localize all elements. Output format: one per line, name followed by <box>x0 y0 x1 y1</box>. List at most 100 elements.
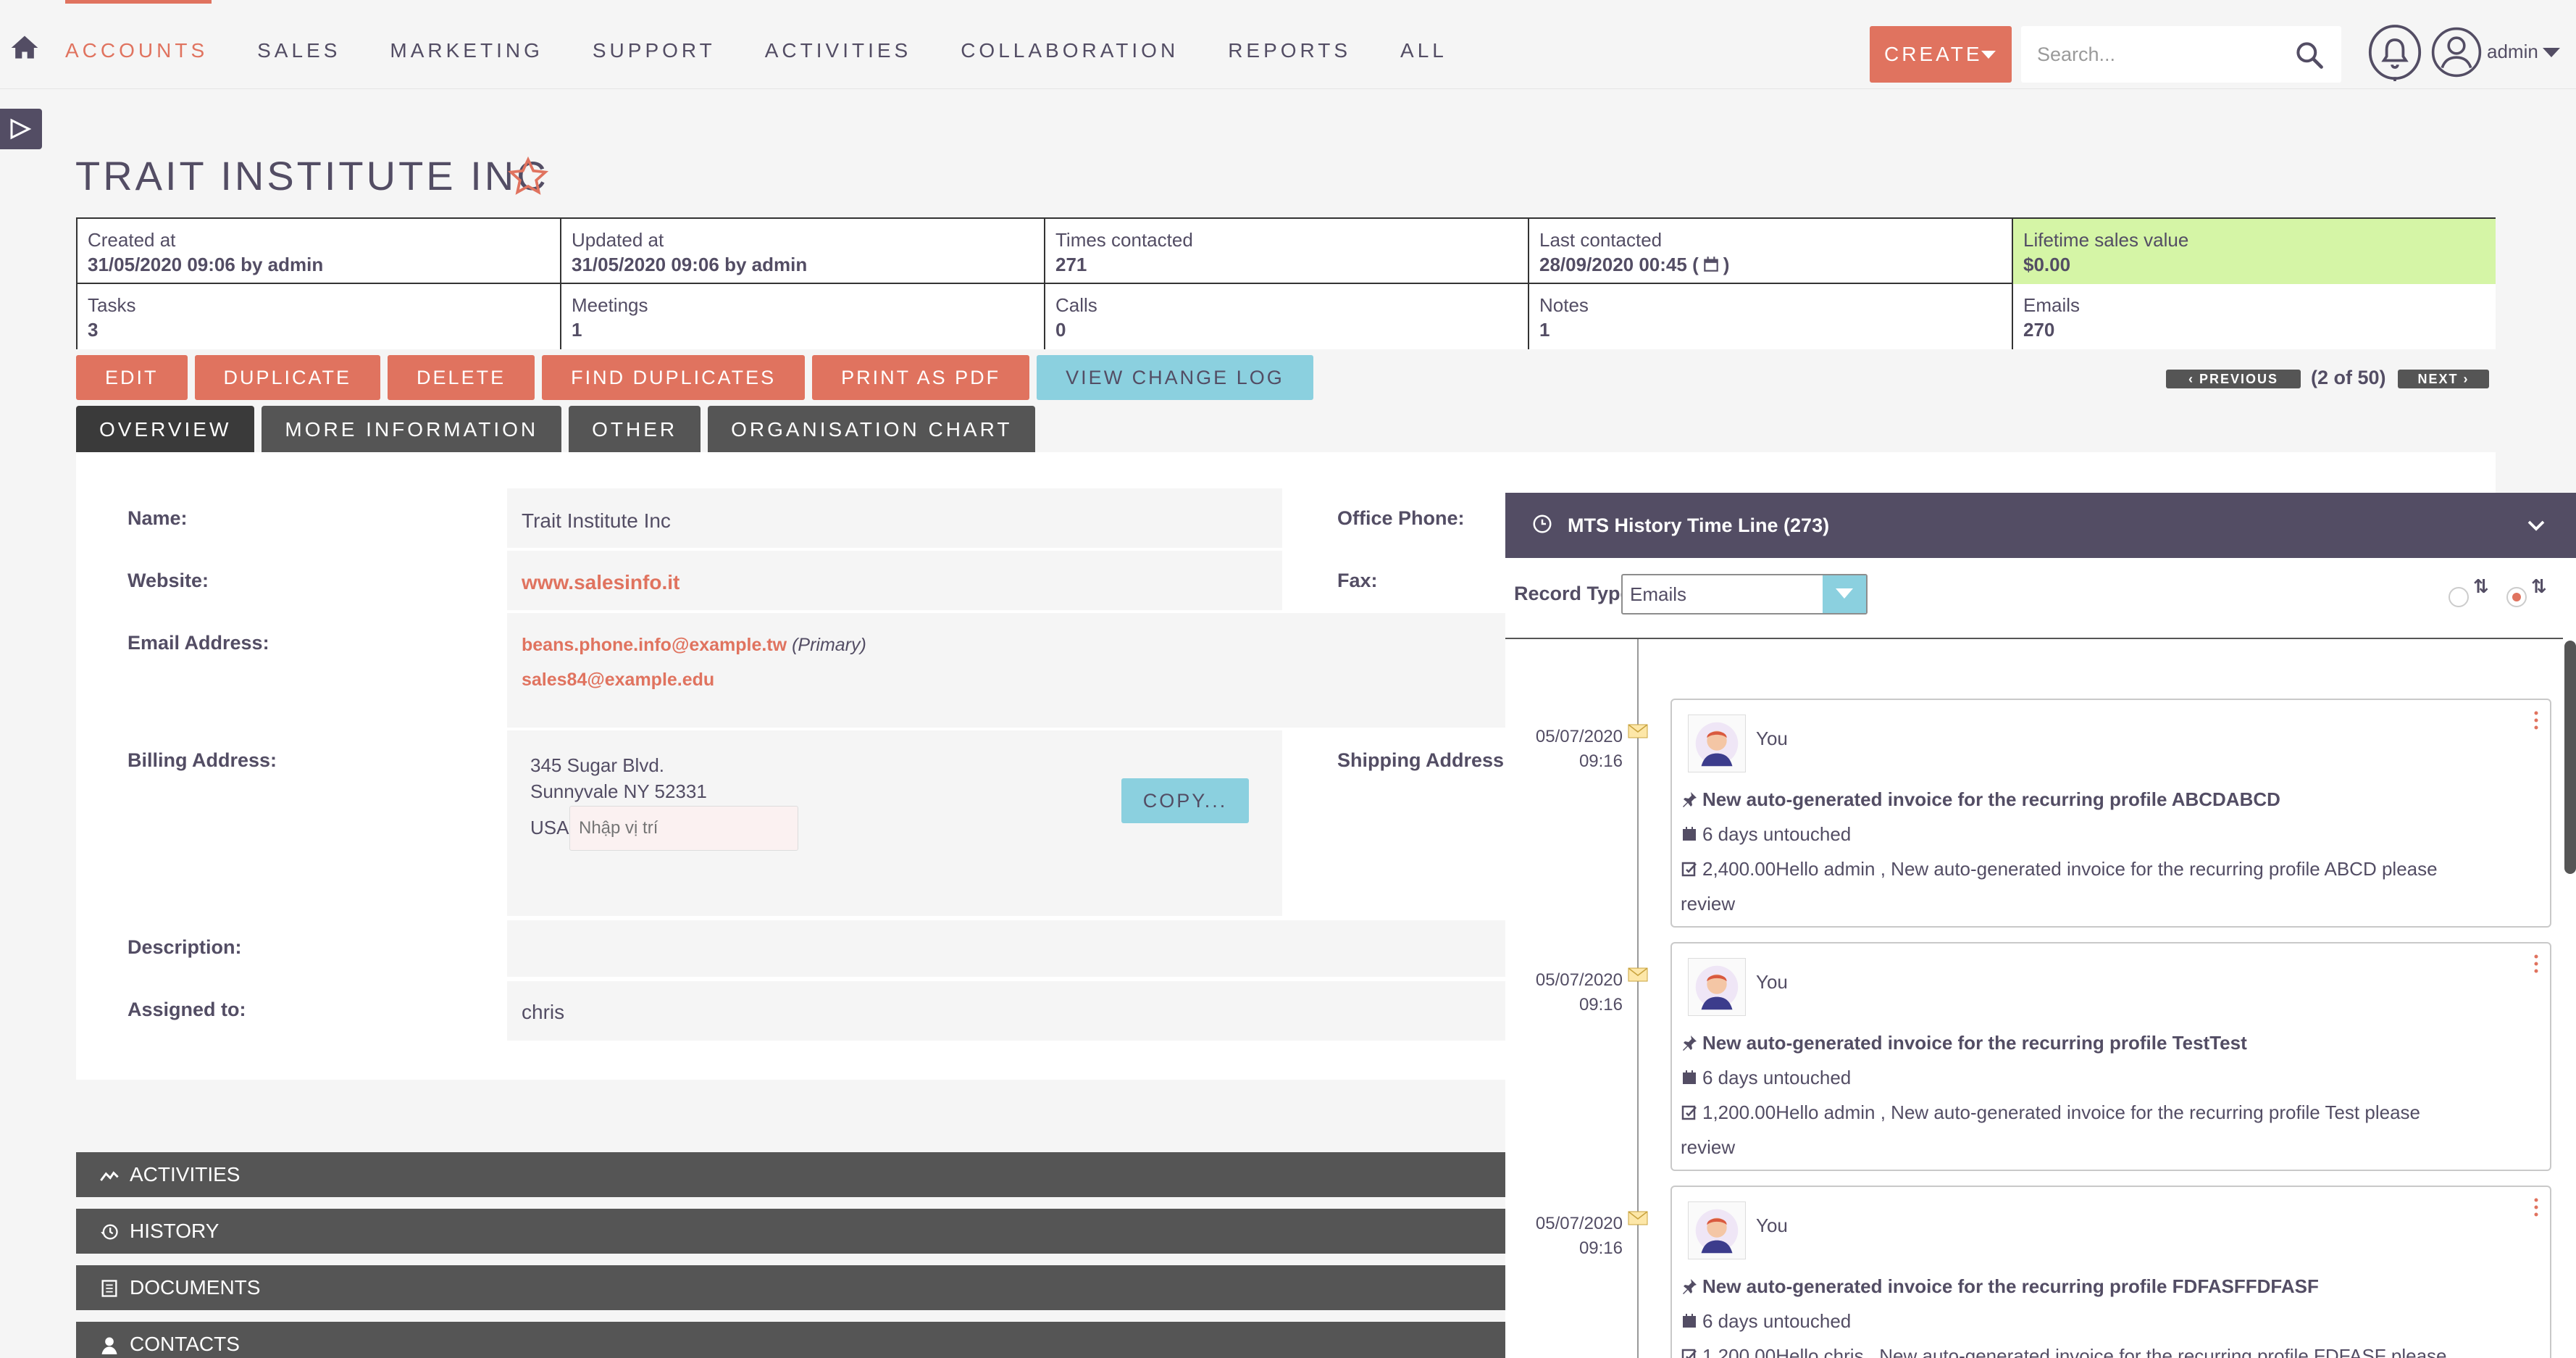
entry-date: 05/07/2020 09:16 <box>1514 725 1623 774</box>
nav-activities[interactable]: ACTIVITIES <box>764 39 912 62</box>
view-change-log-button[interactable]: VIEW CHANGE LOG <box>1037 355 1313 400</box>
nav-accounts[interactable]: ACCOUNTS <box>65 0 212 89</box>
subpanel-label: ACTIVITIES <box>130 1163 241 1186</box>
create-button-label: CREATE <box>1884 43 1983 65</box>
calendar-icon[interactable] <box>1702 255 1720 274</box>
nav-all[interactable]: ALL <box>1400 39 1447 62</box>
search-icon[interactable] <box>2293 39 2325 71</box>
entry-untouched: 6 days untouched <box>1681 816 2543 852</box>
timeline-card[interactable]: You New auto-generated invoice for the r… <box>1670 942 2551 1171</box>
entry-date-text: 05/07/2020 <box>1535 970 1623 990</box>
office-phone-label: Office Phone: <box>1337 507 1465 529</box>
nav-sales[interactable]: SALES <box>257 39 341 62</box>
entry-body-continued: review <box>1681 1136 1736 1158</box>
entry-body-text: 2,400.00Hello admin , New auto-generated… <box>1702 858 2438 880</box>
stat-created: Created at 31/05/2020 09:06 by admin <box>76 219 560 284</box>
entry-subject: New auto-generated invoice for the recur… <box>1681 1268 2543 1304</box>
user-menu-label[interactable]: admin <box>2487 41 2538 62</box>
sort-descending-radio[interactable] <box>2506 587 2527 607</box>
timeline-scrollbar[interactable] <box>2564 641 2576 874</box>
user-avatar-icon <box>1688 958 1746 1016</box>
tab-more-information[interactable]: MORE INFORMATION <box>262 406 562 454</box>
search-input[interactable] <box>2037 26 2283 83</box>
user-menu-caret-icon[interactable] <box>2543 48 2560 57</box>
home-icon[interactable] <box>9 32 41 64</box>
location-input[interactable] <box>569 806 798 851</box>
nav-collaboration[interactable]: COLLABORATION <box>961 39 1179 62</box>
edit-button[interactable]: EDIT <box>76 355 188 400</box>
more-options-icon[interactable] <box>2533 951 2540 980</box>
entry-date-text: 05/07/2020 <box>1535 727 1623 746</box>
caret-down-icon <box>1981 51 1996 59</box>
duplicate-button[interactable]: DUPLICATE <box>194 355 381 400</box>
tab-organisation-chart[interactable]: ORGANISATION CHART <box>708 406 1036 454</box>
tab-overview[interactable]: OVERVIEW <box>76 406 255 454</box>
website-field: www.salesinfo.it <box>507 551 1282 610</box>
top-navigation-bar: ACCOUNTS SALES MARKETING SUPPORT ACTIVIT… <box>0 0 2576 89</box>
notification-bell-icon[interactable] <box>2367 25 2422 83</box>
edit-check-icon <box>1681 1105 1697 1120</box>
stat-calls: Calls 0 <box>1044 284 1528 349</box>
subpanel-contacts[interactable]: CONTACTS <box>76 1322 1525 1358</box>
print-pdf-button[interactable]: PRINT AS PDF <box>812 355 1030 400</box>
next-button[interactable]: NEXT › <box>2398 370 2489 388</box>
stat-label: Created at <box>88 229 176 251</box>
create-button[interactable]: CREATE <box>1870 26 2012 83</box>
edit-check-icon <box>1681 862 1697 877</box>
timeline-divider <box>1505 638 2563 639</box>
subpanel-activities[interactable]: ACTIVITIES <box>76 1152 1525 1197</box>
email-label: Email Address: <box>127 632 269 654</box>
sidebar-toggle-button[interactable] <box>0 109 42 149</box>
stat-value: 1 <box>1539 319 1550 341</box>
assigned-to-value: chris <box>507 981 1505 1041</box>
stat-tasks: Tasks 3 <box>76 284 560 349</box>
stat-value: 270 <box>2023 319 2055 341</box>
user-avatar-icon <box>1688 1201 1746 1259</box>
entry-date-text: 05/07/2020 <box>1535 1214 1623 1233</box>
email-primary-link[interactable]: beans.phone.info@example.tw <box>522 635 787 655</box>
copy-address-button[interactable]: COPY... <box>1121 778 1249 823</box>
nav-marketing[interactable]: MARKETING <box>390 39 543 62</box>
stat-label: Tasks <box>88 294 136 316</box>
clock-icon <box>1533 515 1552 533</box>
billing-street: 345 Sugar Blvd. <box>530 754 665 776</box>
timeline-card[interactable]: You New auto-generated invoice for the r… <box>1670 1186 2551 1358</box>
more-options-icon[interactable] <box>2533 707 2540 736</box>
history-timeline-panel: MTS History Time Line (273) Record Type … <box>1505 493 2576 1358</box>
subpanel-documents[interactable]: DOCUMENTS <box>76 1265 1525 1310</box>
record-type-select[interactable]: Emails <box>1621 574 1868 615</box>
record-type-label: Record Type <box>1514 583 1631 604</box>
stat-value: 31/05/2020 09:06 by admin <box>88 254 324 275</box>
sort-ascending-radio[interactable] <box>2449 587 2469 607</box>
subpanel-history[interactable]: HISTORY <box>76 1209 1525 1254</box>
sort-ascending-icon: ⇅ <box>2473 575 2489 597</box>
tab-other[interactable]: OTHER <box>569 406 701 454</box>
search-box <box>2021 26 2341 83</box>
entry-author: You <box>1756 728 1788 749</box>
find-duplicates-button[interactable]: FIND DUPLICATES <box>542 355 806 400</box>
timeline-axis <box>1637 639 1639 1358</box>
nav-support[interactable]: SUPPORT <box>592 39 716 62</box>
email-secondary-link[interactable]: sales84@example.edu <box>522 670 715 690</box>
stat-notes: Notes 1 <box>1528 284 2012 349</box>
timeline-header[interactable]: MTS History Time Line (273) <box>1505 493 2576 558</box>
nav-reports[interactable]: REPORTS <box>1228 39 1352 62</box>
more-options-icon[interactable] <box>2533 1194 2540 1223</box>
chevron-down-icon[interactable] <box>2525 515 2547 536</box>
calendar-icon <box>1683 827 1696 841</box>
last-contacted-value: 28/09/2020 00:45 ( <box>1539 254 1699 275</box>
entry-untouched-text: 6 days untouched <box>1702 1310 1852 1332</box>
website-link[interactable]: www.salesinfo.it <box>522 571 680 593</box>
page-title: TRAIT INSTITUTE INC <box>75 153 549 199</box>
edit-check-icon <box>1681 1349 1697 1358</box>
main-nav: ACCOUNTS SALES MARKETING SUPPORT ACTIVIT… <box>65 0 1497 89</box>
pin-icon <box>1683 1279 1697 1294</box>
contact-person-icon <box>101 1337 117 1354</box>
delete-button[interactable]: DELETE <box>388 355 535 400</box>
user-avatar-icon[interactable] <box>2430 26 2483 78</box>
calendar-icon <box>1683 1070 1696 1084</box>
entry-body-text: 1,200.00Hello chris , New auto-generated… <box>1702 1345 2447 1358</box>
timeline-card[interactable]: You New auto-generated invoice for the r… <box>1670 699 2551 928</box>
favorite-star-icon[interactable] <box>506 155 551 199</box>
previous-button[interactable]: ‹ PREVIOUS <box>2166 370 2301 388</box>
